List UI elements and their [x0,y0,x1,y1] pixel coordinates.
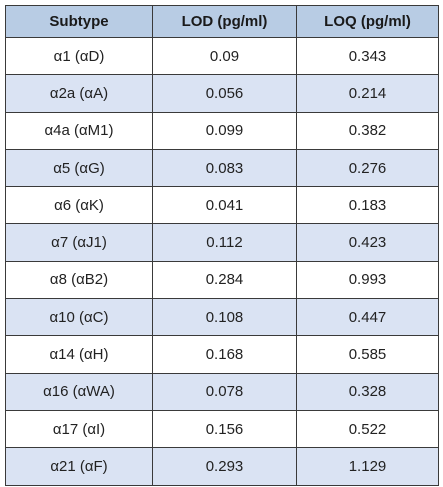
table-cell: α17 (αI) [5,409,153,449]
table-cell: 0.284 [152,260,297,300]
table-row: α14 (αH) 0.168 0.585 [5,335,439,374]
table-cell: 0.099 [152,111,297,150]
table-cell: 0.112 [152,223,297,262]
table-cell: 0.382 [296,111,439,150]
header-cell: LOD (pg/ml) [152,5,297,38]
table-cell: 0.522 [296,409,439,449]
table-cell: α8 (αB2) [5,260,153,300]
table-cell: 0.214 [296,74,439,113]
table-cell: α1 (αD) [5,36,153,76]
table-row: α1 (αD) 0.09 0.343 [5,36,439,76]
header-cell: LOQ (pg/ml) [296,5,439,38]
table-cell: 0.343 [296,36,439,76]
table-cell: 0.168 [152,335,297,374]
table-cell: α2a (αA) [5,74,153,113]
table-row: α7 (αJ1) 0.112 0.423 [5,223,439,262]
table-cell: 0.328 [296,372,439,411]
table-row: α10 (αC) 0.108 0.447 [5,298,439,337]
table-row: α6 (αK) 0.041 0.183 [5,186,439,225]
table-row: α21 (αF) 0.293 1.129 [5,447,439,486]
table-cell: 0.041 [152,186,297,225]
table-row: α2a (αA) 0.056 0.214 [5,74,439,113]
header-cell: Subtype [5,5,153,38]
table-row: α8 (αB2) 0.284 0.993 [5,260,439,300]
table-cell: α14 (αH) [5,335,153,374]
table-row: α4a (αM1) 0.099 0.382 [5,111,439,150]
table-cell: 0.108 [152,298,297,337]
table-row: α5 (αG) 0.083 0.276 [5,148,439,188]
table-cell: 0.447 [296,298,439,337]
table-row: α16 (αWA) 0.078 0.328 [5,372,439,411]
table-cell: 0.183 [296,186,439,225]
table-cell: 0.276 [296,148,439,188]
table: Subtype LOD (pg/ml) LOQ (pg/ml) α1 (αD) 0.0… [5,5,439,486]
table-cell: α7 (αJ1) [5,223,153,262]
table-cell: α4a (αM1) [5,111,153,150]
table-cell: α21 (αF) [5,447,153,486]
table-cell: 0.056 [152,74,297,113]
table-cell: 0.078 [152,372,297,411]
table-cell: α5 (αG) [5,148,153,188]
table-cell: α16 (αWA) [5,372,153,411]
table-row: α17 (αI) 0.156 0.522 [5,409,439,449]
table-cell: α10 (αC) [5,298,153,337]
header-row: Subtype LOD (pg/ml) LOQ (pg/ml) [5,5,439,38]
table-cell: 0.083 [152,148,297,188]
table-cell: 0.09 [152,36,297,76]
table-cell: 0.993 [296,260,439,300]
table-cell: 1.129 [296,447,439,486]
table-cell: 0.156 [152,409,297,449]
table-cell: 0.585 [296,335,439,374]
table-cell: 0.423 [296,223,439,262]
table-cell: α6 (αK) [5,186,153,225]
table-cell: 0.293 [152,447,297,486]
